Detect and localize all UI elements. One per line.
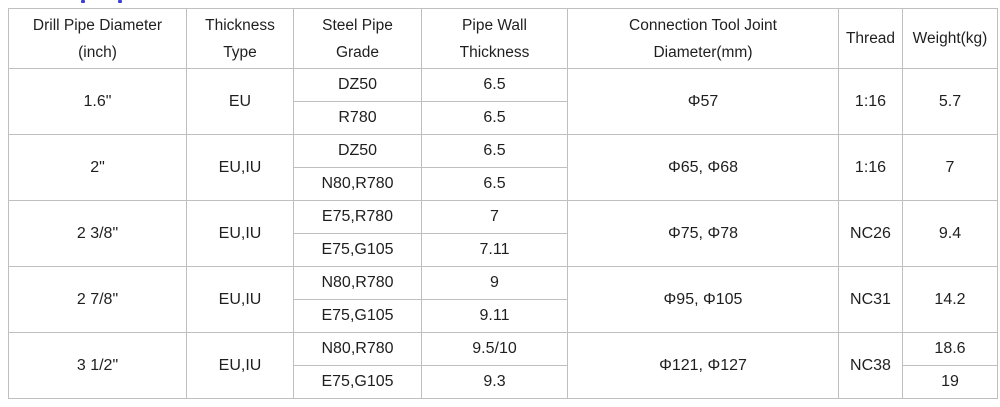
cell-wall: 9.3 — [421, 365, 568, 399]
cell-joint-diameter: Φ65, Φ68 — [567, 134, 839, 201]
header-thickness-type-line1: Thickness — [205, 16, 275, 34]
header-joint-diameter: Connection Tool Joint Diameter(mm) — [567, 8, 839, 69]
cell-diameter: 1.6" — [8, 68, 187, 135]
cell-grade: N80,R780 — [293, 332, 422, 366]
cell-joint-diameter: Φ121, Φ127 — [567, 332, 839, 399]
table-row: R780 6.5 — [9, 101, 998, 135]
cell-thickness-type: EU — [186, 68, 294, 135]
table-row: E75,G105 7.11 — [9, 233, 998, 267]
cell-grade: E75,G105 — [293, 299, 422, 333]
cell-wall: 7 — [421, 200, 568, 234]
cell-diameter: 2 3/8" — [8, 200, 187, 267]
header-weight-line1: Weight(kg) — [912, 30, 988, 47]
cell-wall: 9.11 — [421, 299, 568, 333]
header-thread-line1: Thread — [845, 30, 896, 47]
header-diameter-line2: (inch) — [78, 43, 117, 61]
table-row: 3 1/2" EU,IU N80,R780 9.5/10 Φ121, Φ127 … — [8, 332, 998, 399]
header-wall-thickness-line2: Thickness — [459, 43, 530, 61]
cell-grade: N80,R780 — [293, 167, 422, 201]
cell-joint-diameter: Φ75, Φ78 — [567, 200, 839, 267]
header-wall-thickness: Pipe Wall Thickness — [421, 8, 568, 69]
table-row: N80,R780 6.5 — [9, 167, 998, 201]
cell-wall: 9 — [421, 266, 568, 300]
cell-grade: N80,R780 — [293, 266, 422, 300]
cell-weight: 19 — [902, 365, 998, 399]
header-steel-grade: Steel Pipe Grade — [293, 8, 422, 69]
cell-grade: R780 — [293, 101, 422, 135]
cell-thread: 1:16 — [838, 134, 903, 201]
cell-thickness-type: EU,IU — [186, 332, 294, 399]
cell-weight: 14.2 — [902, 266, 998, 333]
header-thickness-type: Thickness Type — [186, 8, 294, 69]
cell-thickness-type: EU,IU — [186, 266, 294, 333]
cell-thickness-type: EU,IU — [186, 200, 294, 267]
cell-grade: E75,G105 — [293, 365, 422, 399]
cell-thread: NC31 — [838, 266, 903, 333]
cell-grade: DZ50 — [293, 68, 422, 102]
table-row: 1.6" EU DZ50 6.5 Φ57 1:16 5.7 — [8, 68, 998, 135]
table-row: 2" EU,IU DZ50 6.5 Φ65, Φ68 1:16 7 — [8, 134, 998, 201]
cell-diameter: 2 7/8" — [8, 266, 187, 333]
table-row: 2 7/8" EU,IU N80,R780 9 Φ95, Φ105 NC31 1… — [8, 266, 998, 333]
table-row: 2 3/8" EU,IU E75,R780 7 Φ75, Φ78 NC26 9.… — [8, 200, 998, 267]
header-steel-grade-line2: Grade — [335, 43, 380, 61]
cell-thread: NC26 — [838, 200, 903, 267]
cell-thread: NC38 — [838, 332, 903, 399]
cell-grade: E75,R780 — [293, 200, 422, 234]
cell-diameter: 2" — [8, 134, 187, 201]
cropped-title-fragment — [81, 0, 85, 3]
table-row: E75,G105 9.11 — [9, 299, 998, 333]
cell-thickness-type: EU,IU — [186, 134, 294, 201]
header-joint-diameter-line1: Connection Tool Joint — [629, 16, 777, 34]
cell-grade: DZ50 — [293, 134, 422, 168]
cell-weight: 9.4 — [902, 200, 998, 267]
cell-wall: 6.5 — [421, 134, 568, 168]
header-joint-diameter-line2: Diameter(mm) — [653, 43, 753, 61]
cell-wall: 7.11 — [421, 233, 568, 267]
cropped-title-fragment — [118, 0, 122, 3]
header-steel-grade-line1: Steel Pipe — [322, 16, 393, 34]
table-row: E75,G105 9.3 19 — [9, 365, 998, 399]
header-wall-thickness-line1: Pipe Wall — [462, 16, 527, 34]
cell-wall: 6.5 — [421, 101, 568, 135]
cell-diameter: 3 1/2" — [8, 332, 187, 399]
cell-weight: 7 — [902, 134, 998, 201]
cell-weight: 18.6 — [902, 332, 998, 366]
cell-joint-diameter: Φ57 — [567, 68, 839, 135]
header-thread: Thread — [838, 8, 903, 69]
header-weight: Weight(kg) — [902, 8, 998, 69]
cell-joint-diameter: Φ95, Φ105 — [567, 266, 839, 333]
header-row: Drill Pipe Diameter (inch) Thickness Typ… — [8, 8, 998, 69]
cell-thread: 1:16 — [838, 68, 903, 135]
drill-pipe-spec-table: Drill Pipe Diameter (inch) Thickness Typ… — [8, 8, 998, 399]
cell-weight: 5.7 — [902, 68, 998, 135]
cell-wall: 6.5 — [421, 68, 568, 102]
cell-wall: 9.5/10 — [421, 332, 568, 366]
cell-wall: 6.5 — [421, 167, 568, 201]
header-diameter: Drill Pipe Diameter (inch) — [8, 8, 187, 69]
header-thickness-type-line2: Type — [223, 43, 257, 61]
cell-grade: E75,G105 — [293, 233, 422, 267]
header-diameter-line1: Drill Pipe Diameter — [32, 16, 163, 34]
